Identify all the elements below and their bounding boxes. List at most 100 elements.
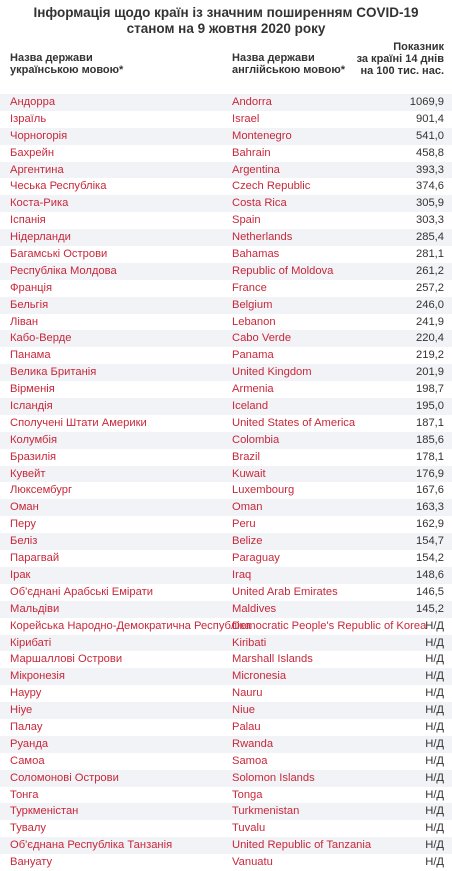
- country-name-english: Micronesia: [232, 670, 287, 683]
- table-row: Франція France 257,2: [0, 280, 452, 297]
- incidence-value: 458,8: [416, 146, 444, 159]
- incidence-value: 201,9: [416, 366, 444, 379]
- table-row: Об'єднана Республіка Танзанія United Repu…: [0, 837, 452, 855]
- header-ukrainian-name: Назва держави українською мовою*: [10, 52, 123, 76]
- incidence-value: Н/Д: [425, 687, 444, 700]
- country-name-ukrainian: Багамські Острови: [10, 248, 108, 261]
- table-row: Перу Peru 162,9: [0, 516, 452, 533]
- country-name-english: Cabo Verde: [232, 332, 292, 345]
- table-row: Маршаллові Острови Marshall Islands Н/Д: [0, 651, 452, 668]
- incidence-value: Н/Д: [425, 788, 444, 801]
- country-name-ukrainian: Руанда: [10, 737, 49, 750]
- country-name-english: Czech Republic: [232, 180, 311, 193]
- header-english-line-2: англійською мовою*: [232, 64, 346, 76]
- table-row: Колумбія Colombia 185,6: [0, 431, 452, 449]
- table-row: Панама Panama 219,2: [0, 347, 452, 364]
- country-name-english: Iceland: [232, 400, 269, 413]
- incidence-value: Н/Д: [425, 670, 444, 683]
- country-name-english: Tuvalu: [232, 822, 266, 835]
- country-name-ukrainian: Люксембург: [10, 484, 73, 497]
- table-row: Сполучені Штати Америки United States of …: [0, 415, 452, 432]
- country-name-english: United Kingdom: [232, 366, 312, 379]
- country-name-ukrainian: Республіка Молдова: [10, 264, 117, 277]
- incidence-value: 246,0: [416, 298, 444, 311]
- incidence-value: Н/Д: [425, 839, 444, 852]
- table-row: Самоа Samoa Н/Д: [0, 753, 452, 770]
- incidence-value: 154,7: [416, 535, 444, 548]
- table-row: Тонга Tonga Н/Д: [0, 787, 452, 804]
- incidence-value: Н/Д: [425, 822, 444, 835]
- incidence-value: Н/Д: [425, 636, 444, 649]
- country-name-english: Peru: [232, 518, 256, 531]
- table-row: Корейська Народно-Демократична Республік…: [0, 618, 452, 635]
- incidence-value: 241,9: [416, 315, 444, 328]
- document-title: Інформація щодо країн із значним поширен…: [0, 0, 452, 37]
- table-row: Соломонові Острови Solomon Islands Н/Д: [0, 769, 452, 787]
- country-name-english: Maldives: [232, 602, 277, 615]
- country-name-ukrainian: Коста-Рика: [10, 197, 69, 210]
- incidence-value: 219,2: [416, 349, 444, 362]
- country-name-ukrainian: Бахрейн: [10, 146, 55, 159]
- table-row: Люксембург Luxembourg 167,6: [0, 482, 452, 499]
- country-name-ukrainian: Чеська Республіка: [10, 180, 107, 193]
- country-name-ukrainian: Об'єднана Республіка Танзанія: [10, 839, 173, 852]
- country-name-english: Niue: [232, 704, 256, 717]
- country-name-english: Marshall Islands: [232, 653, 313, 666]
- incidence-value: Н/Д: [425, 737, 444, 750]
- incidence-value: Н/Д: [425, 704, 444, 717]
- country-name-english: Brazil: [232, 450, 260, 463]
- title-line-2: станом на 9 жовтня 2020 року: [126, 21, 326, 36]
- country-name-ukrainian: Андорра: [10, 96, 56, 108]
- country-name-english: Kuwait: [232, 467, 266, 480]
- incidence-value: 198,7: [416, 383, 444, 396]
- country-name-ukrainian: Оман: [10, 501, 39, 514]
- country-name-english: Samoa: [232, 754, 268, 767]
- country-name-english: Rwanda: [232, 737, 274, 750]
- table-row: Республіка Молдова Republic of Moldova 261…: [0, 262, 452, 280]
- incidence-value: 901,4: [416, 112, 444, 125]
- country-name-english: Netherlands: [232, 231, 293, 244]
- table-row: Андорра Andorra 1069,9: [0, 94, 452, 111]
- country-name-ukrainian: Туркменістан: [10, 805, 79, 818]
- country-name-english: Andorra: [232, 96, 272, 108]
- table-row: Нідерланди Netherlands 285,4: [0, 229, 452, 247]
- country-name-english: United States of America: [232, 416, 356, 429]
- table-row: Бразилія Brazil 178,1: [0, 449, 452, 466]
- country-name-ukrainian: Вірменія: [10, 383, 55, 396]
- country-name-ukrainian: Панама: [10, 349, 51, 362]
- table-row: Чорногорія Montenegro 541,0: [0, 127, 452, 145]
- country-name-ukrainian: Франція: [10, 281, 53, 294]
- country-name-ukrainian: Сполучені Штати Америки: [10, 416, 147, 429]
- incidence-value: 187,1: [416, 416, 444, 429]
- country-name-ukrainian: Перу: [10, 518, 36, 531]
- incidence-value: 154,2: [416, 552, 444, 565]
- country-name-english: Democratic People's Republic of Korea: [232, 619, 427, 632]
- country-name-ukrainian: Мальдіви: [10, 602, 60, 615]
- table-header: Назва держави українською мовою* Назва д…: [0, 41, 452, 83]
- country-name-english: Vanuatu: [232, 856, 273, 869]
- country-name-english: Israel: [232, 112, 260, 125]
- incidence-value: Н/Д: [425, 754, 444, 767]
- table-row: Ірак Iraq 148,6: [0, 566, 452, 584]
- table-row: Кувейт Kuwait 176,9: [0, 465, 452, 483]
- table-row: Тувалу Tuvalu Н/Д: [0, 820, 452, 837]
- table-row: Оман Oman 163,3: [0, 499, 452, 517]
- incidence-value: 1069,9: [409, 96, 444, 108]
- country-name-ukrainian: Корейська Народно-Демократична Республік…: [10, 619, 251, 632]
- country-name-english: Armenia: [232, 383, 274, 396]
- country-name-ukrainian: Ірак: [10, 568, 31, 581]
- incidence-value: 178,1: [416, 450, 444, 463]
- header-indicator-line-2: за країні 14 днів: [356, 53, 444, 65]
- table-row: Науру Nauru Н/Д: [0, 685, 452, 702]
- title-line-1: Інформація щодо країн із значним поширен…: [33, 5, 419, 20]
- country-name-ukrainian: Велика Британія: [10, 366, 97, 379]
- table-row: Чеська Республіка Czech Republic 374,6: [0, 178, 452, 195]
- country-name-ukrainian: Ізраїль: [10, 112, 47, 125]
- country-name-english: Tonga: [232, 788, 263, 801]
- country-name-english: Argentina: [232, 163, 280, 176]
- country-name-ukrainian: Бельгія: [10, 298, 49, 311]
- incidence-value: Н/Д: [425, 856, 444, 869]
- country-name-english: France: [232, 281, 267, 294]
- country-table: Андорра Andorra 1069,9 Ізраїль Israel 901,4 Чо…: [0, 94, 452, 871]
